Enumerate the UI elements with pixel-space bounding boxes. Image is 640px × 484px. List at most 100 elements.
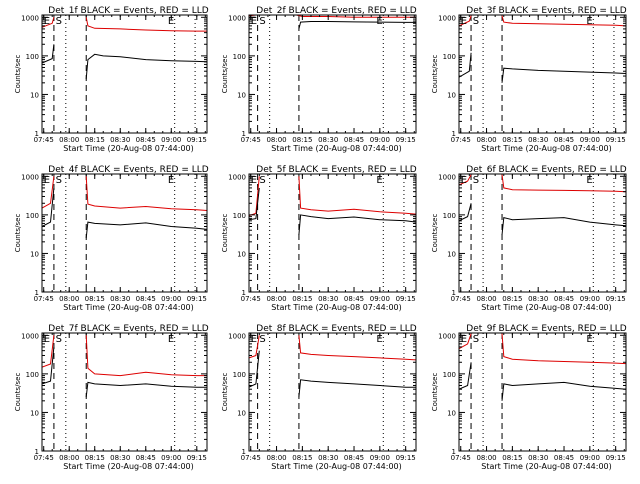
- x-axis-label: Start Time (20-Aug-08 07:44:00): [271, 462, 402, 471]
- y-tick-label: 1000: [228, 332, 246, 340]
- events-series-line: [249, 187, 260, 221]
- y-tick-label: 1000: [21, 14, 39, 22]
- panel-title: Det_5f BLACK = Events, RED = LLD: [256, 165, 416, 175]
- y-tick-label: 1: [242, 130, 246, 138]
- lld-series-line: [249, 15, 416, 18]
- event-marker-e: E: [168, 175, 174, 186]
- series-group: [459, 174, 626, 236]
- event-marker-e: E: [586, 175, 592, 186]
- y-tick-label: 100: [443, 53, 456, 61]
- x-tick-label: 09:15: [606, 454, 626, 462]
- series-group: [249, 335, 416, 398]
- event-marker-s: S: [259, 175, 265, 186]
- panel-title: Det_8f BLACK = Events, RED = LLD: [256, 324, 416, 334]
- lld-series-line: [42, 176, 55, 209]
- chart-panel-7: Det_7f BLACK = Events, RED = LLD 1 10 100 10…: [14, 324, 209, 471]
- x-tick-label: 08:00: [59, 295, 79, 303]
- events-series-line: [42, 187, 55, 227]
- panel-title: Det_6f BLACK = Events, RED = LLD: [466, 165, 626, 175]
- lld-series-line: [501, 15, 626, 27]
- y-tick-label: 1: [35, 289, 39, 297]
- x-tick-label: 07:45: [451, 454, 471, 462]
- y-tick-label: 100: [26, 212, 39, 220]
- series-group: [459, 333, 626, 401]
- series-group: [42, 17, 207, 80]
- x-tick-label: 08:30: [528, 295, 548, 303]
- y-tick-label: 10: [447, 91, 456, 99]
- x-tick-label: 07:45: [34, 295, 54, 303]
- x-tick-label: 09:00: [161, 295, 181, 303]
- lld-series-line: [249, 335, 260, 359]
- y-axis-label: Counts/sec: [431, 214, 439, 253]
- event-marker-e: E: [376, 16, 382, 27]
- event-marker-e: E: [44, 16, 50, 27]
- x-tick-label: 09:15: [606, 295, 626, 303]
- panel-title: Det_4f BLACK = Events, RED = LLD: [48, 165, 208, 175]
- events-series-line: [42, 346, 55, 385]
- x-tick-label: 08:45: [136, 136, 156, 144]
- event-marker-e: E: [168, 334, 174, 345]
- y-axis-label: Counts/sec: [221, 214, 229, 253]
- x-tick-label: 07:45: [241, 454, 261, 462]
- y-tick-label: 1: [35, 130, 39, 138]
- x-tick-label: 08:00: [476, 454, 496, 462]
- x-tick-label: 08:30: [110, 454, 130, 462]
- event-marker-s: S: [473, 175, 479, 186]
- event-marker-s: S: [56, 175, 62, 186]
- axes-frame: [248, 173, 417, 293]
- x-tick-label: 08:30: [318, 136, 338, 144]
- axes-frame: [248, 14, 417, 134]
- axes-frame: [41, 173, 208, 293]
- x-tick-label: 08:00: [266, 295, 286, 303]
- x-tick-label: 09:00: [580, 454, 600, 462]
- events-series-line: [85, 221, 207, 239]
- lld-series-line: [85, 176, 207, 211]
- events-series-line: [501, 381, 626, 401]
- chart-panel-6: Det_6f BLACK = Events, RED = LLD 1 10 100 10…: [431, 165, 627, 312]
- events-series-line: [298, 379, 416, 398]
- x-tick-label: 09:15: [396, 454, 416, 462]
- x-tick-label: 08:15: [292, 136, 312, 144]
- panel-title: Det_9f BLACK = Events, RED = LLD: [466, 324, 626, 334]
- x-axis-label: Start Time (20-Aug-08 07:44:00): [481, 462, 612, 471]
- y-tick-label: 10: [30, 250, 39, 258]
- y-tick-label: 100: [26, 371, 39, 379]
- event-marker-s: S: [473, 16, 479, 27]
- x-tick-label: 08:00: [476, 136, 496, 144]
- panel-title: Det_1f BLACK = Events, RED = LLD: [48, 6, 208, 16]
- x-tick-label: 08:45: [136, 454, 156, 462]
- x-axis-label: Start Time (20-Aug-08 07:44:00): [63, 144, 194, 153]
- x-tick-label: 09:00: [580, 136, 600, 144]
- x-tick-label: 08:30: [318, 295, 338, 303]
- series-group: [42, 335, 207, 398]
- event-marker-e: E: [586, 334, 592, 345]
- x-tick-label: 08:30: [110, 295, 130, 303]
- event-marker-s: S: [473, 334, 479, 345]
- y-tick-label: 1: [452, 448, 456, 456]
- y-axis-label: Counts/sec: [14, 55, 22, 94]
- y-tick-label: 10: [30, 91, 39, 99]
- y-tick-label: 100: [233, 53, 246, 61]
- x-tick-label: 08:00: [59, 454, 79, 462]
- series-group: [42, 176, 207, 239]
- x-axis-label: Start Time (20-Aug-08 07:44:00): [63, 462, 194, 471]
- y-axis-label: Counts/sec: [221, 55, 229, 94]
- event-marker-e: E: [586, 16, 592, 27]
- event-marker-e: E: [461, 16, 467, 27]
- x-tick-label: 09:00: [370, 136, 390, 144]
- x-tick-label: 08:30: [528, 454, 548, 462]
- y-tick-label: 100: [443, 212, 456, 220]
- y-tick-label: 1000: [21, 173, 39, 181]
- x-tick-label: 08:45: [344, 136, 364, 144]
- events-series-line: [298, 214, 416, 236]
- x-tick-label: 08:45: [136, 295, 156, 303]
- panel-title: Det_7f BLACK = Events, RED = LLD: [48, 324, 208, 334]
- chart-panel-3: Det_3f BLACK = Events, RED = LLD 1 10 100 10…: [431, 6, 627, 153]
- chart-panel-8: Det_8f BLACK = Events, RED = LLD 1 10 100 10…: [221, 324, 417, 471]
- axes-frame: [41, 332, 208, 452]
- y-tick-label: 1000: [228, 14, 246, 22]
- x-tick-label: 08:30: [318, 454, 338, 462]
- x-tick-label: 08:15: [292, 454, 312, 462]
- event-marker-e: E: [251, 334, 257, 345]
